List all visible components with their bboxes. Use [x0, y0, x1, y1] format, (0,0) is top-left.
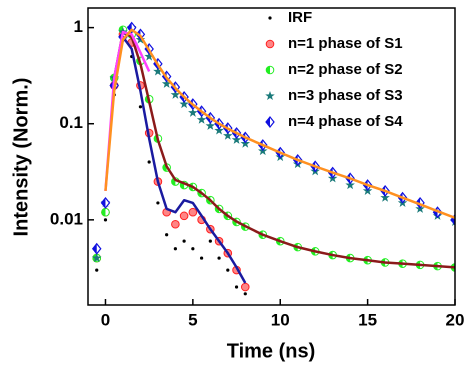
- legend-text: n=3 phase of S3: [288, 87, 403, 104]
- x-tick-label: 0: [101, 310, 110, 329]
- marker-fill: [92, 243, 97, 254]
- data-point: [156, 201, 160, 205]
- data-point: [144, 51, 154, 61]
- legend-text: n=4 phase of S4: [288, 113, 403, 130]
- data-point: [265, 65, 275, 75]
- data-point: [265, 39, 275, 49]
- data-point: [95, 268, 99, 272]
- legend-text: n=2 phase of S2: [288, 61, 403, 78]
- data-point: [165, 233, 169, 237]
- data-point: [217, 256, 221, 260]
- data-point: [196, 114, 207, 124]
- data-point: [268, 16, 272, 20]
- legend-text: IRF: [288, 9, 312, 26]
- y-tick-label: 0.01: [50, 209, 83, 228]
- data-point: [208, 239, 212, 243]
- marker-fill: [266, 66, 270, 74]
- data-point: [243, 292, 247, 296]
- x-tick-label: 10: [271, 310, 290, 329]
- data-point: [100, 196, 111, 209]
- data-point: [103, 218, 108, 222]
- data-point: [226, 268, 230, 272]
- marker-fill: [101, 208, 106, 217]
- data-point: [231, 134, 242, 144]
- marker-fill: [101, 197, 106, 208]
- data-point: [179, 211, 189, 221]
- data-point: [101, 207, 110, 217]
- data-point: [199, 256, 204, 260]
- data-point: [345, 180, 355, 190]
- plot-area: [91, 21, 455, 296]
- x-axis-title: Time (ns): [227, 340, 316, 362]
- fit-line: [112, 35, 247, 284]
- data-point: [161, 78, 172, 88]
- data-point: [205, 120, 216, 130]
- legend-text: n=1 phase of S1: [288, 35, 403, 52]
- data-point: [214, 125, 224, 135]
- fit-line: [104, 28, 455, 219]
- data-point: [380, 192, 390, 202]
- x-tick-label: 5: [188, 310, 197, 329]
- data-point: [173, 247, 177, 251]
- data-point: [240, 282, 250, 292]
- data-point: [182, 239, 186, 243]
- y-tick-label: 0.1: [59, 113, 83, 132]
- data-point: [188, 207, 198, 217]
- fit-line: [112, 30, 455, 269]
- data-point: [188, 107, 198, 117]
- data-point: [147, 160, 151, 164]
- data-point: [265, 116, 275, 128]
- data-point: [223, 130, 233, 140]
- data-point: [171, 219, 180, 229]
- data-point: [153, 66, 163, 76]
- data-point: [265, 91, 275, 101]
- x-tick-label: 15: [358, 310, 377, 329]
- data-point: [170, 89, 181, 99]
- y-axis-title: Intensity (Norm.): [10, 78, 32, 237]
- marker-fill: [266, 117, 270, 127]
- data-point: [138, 105, 143, 109]
- y-tick-label: 1: [74, 17, 83, 36]
- data-point: [179, 99, 189, 109]
- plot-frame: [87, 7, 456, 306]
- data-point: [191, 247, 195, 251]
- x-tick-label: 20: [446, 310, 465, 329]
- data-point: [91, 253, 102, 263]
- data-point: [234, 285, 239, 289]
- legend: IRF n=1 phase of S1 n=2 phase of S2 n=3 pha…: [265, 9, 403, 130]
- data-point: [91, 242, 102, 255]
